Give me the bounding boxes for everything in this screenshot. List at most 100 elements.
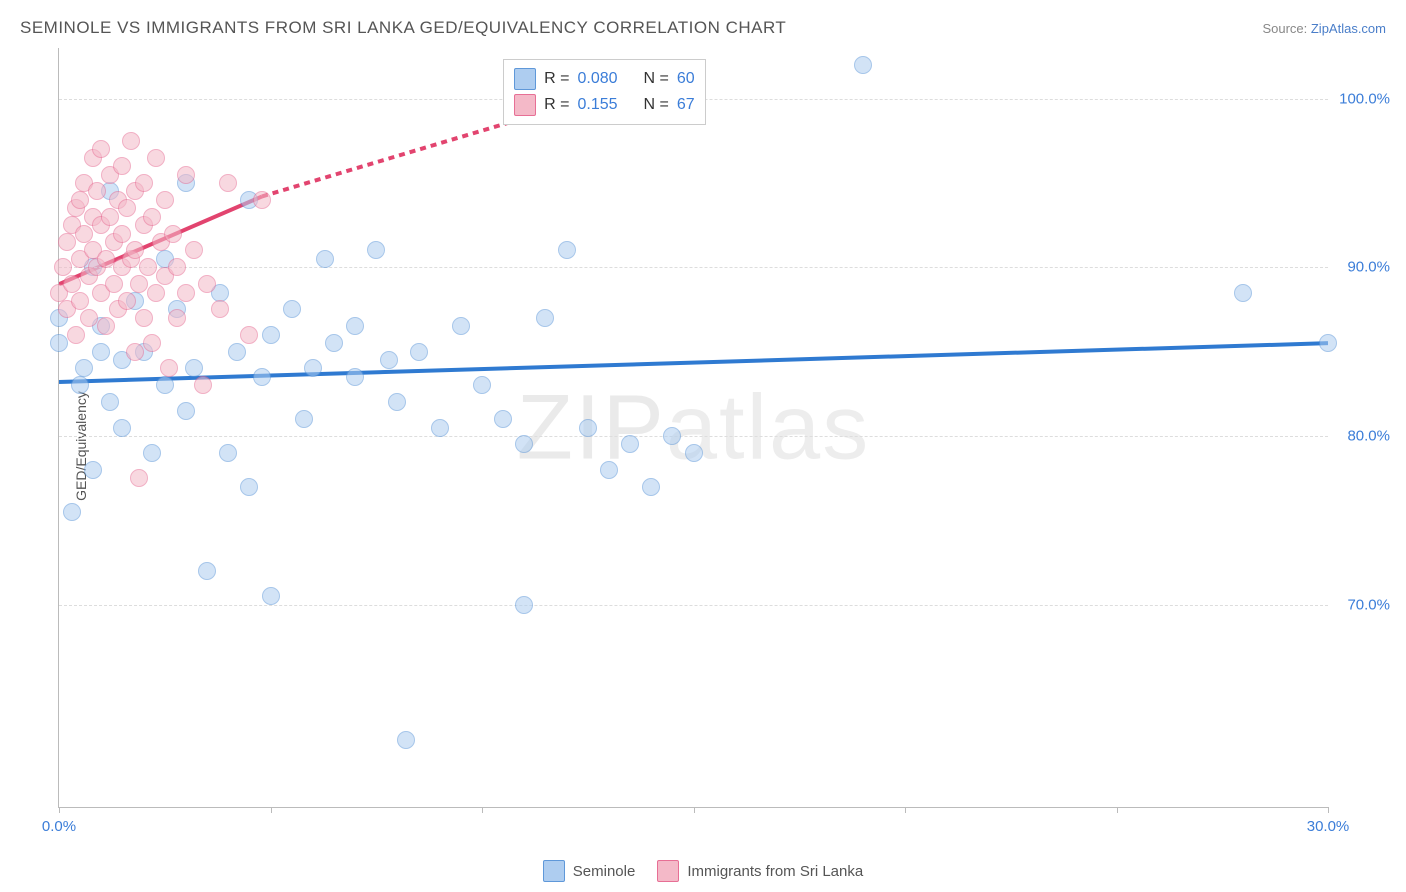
data-point bbox=[304, 359, 322, 377]
data-point bbox=[92, 140, 110, 158]
data-point bbox=[642, 478, 660, 496]
data-point bbox=[75, 359, 93, 377]
gridline-h bbox=[59, 267, 1328, 268]
data-point bbox=[118, 292, 136, 310]
data-point bbox=[198, 562, 216, 580]
legend-swatch bbox=[543, 860, 565, 882]
data-point bbox=[295, 410, 313, 428]
y-tick-label: 100.0% bbox=[1339, 90, 1390, 107]
data-point bbox=[156, 191, 174, 209]
data-point bbox=[130, 275, 148, 293]
data-point bbox=[101, 393, 119, 411]
legend-label: Immigrants from Sri Lanka bbox=[687, 863, 863, 880]
chart-wrap: GED/Equivalency ZIPatlas 70.0%80.0%90.0%… bbox=[18, 48, 1396, 844]
stat-n-value: 67 bbox=[677, 92, 695, 118]
x-tick-mark bbox=[59, 807, 60, 813]
data-point bbox=[579, 419, 597, 437]
data-point bbox=[135, 309, 153, 327]
data-point bbox=[156, 376, 174, 394]
stats-row: R = 0.080N = 60 bbox=[514, 66, 695, 92]
data-point bbox=[113, 225, 131, 243]
data-point bbox=[118, 199, 136, 217]
stat-r-label: R = bbox=[544, 92, 569, 118]
data-point bbox=[168, 258, 186, 276]
data-point bbox=[177, 402, 195, 420]
data-point bbox=[219, 444, 237, 462]
legend-label: Seminole bbox=[573, 863, 636, 880]
y-tick-label: 90.0% bbox=[1347, 259, 1390, 276]
data-point bbox=[80, 309, 98, 327]
data-point bbox=[1234, 284, 1252, 302]
data-point bbox=[135, 174, 153, 192]
source-link[interactable]: ZipAtlas.com bbox=[1311, 21, 1386, 36]
data-point bbox=[346, 368, 364, 386]
data-point bbox=[194, 376, 212, 394]
data-point bbox=[600, 461, 618, 479]
data-point bbox=[854, 56, 872, 74]
data-point bbox=[63, 275, 81, 293]
y-tick-label: 70.0% bbox=[1347, 596, 1390, 613]
data-point bbox=[262, 587, 280, 605]
data-point bbox=[122, 132, 140, 150]
stat-n-label: N = bbox=[644, 66, 669, 92]
data-point bbox=[113, 157, 131, 175]
data-point bbox=[253, 191, 271, 209]
data-point bbox=[685, 444, 703, 462]
data-point bbox=[452, 317, 470, 335]
data-point bbox=[101, 208, 119, 226]
x-tick-mark bbox=[482, 807, 483, 813]
data-point bbox=[262, 326, 280, 344]
legend-item: Seminole bbox=[543, 860, 636, 882]
data-point bbox=[113, 419, 131, 437]
data-point bbox=[63, 503, 81, 521]
x-tick-mark bbox=[1328, 807, 1329, 813]
data-point bbox=[177, 166, 195, 184]
data-point bbox=[71, 376, 89, 394]
trend-line bbox=[59, 343, 1328, 382]
data-point bbox=[253, 368, 271, 386]
data-point bbox=[219, 174, 237, 192]
stat-r-value: 0.080 bbox=[577, 66, 617, 92]
data-point bbox=[211, 300, 229, 318]
data-point bbox=[316, 250, 334, 268]
data-point bbox=[54, 258, 72, 276]
data-point bbox=[367, 241, 385, 259]
data-point bbox=[139, 258, 157, 276]
stats-box: R = 0.080N = 60R = 0.155N = 67 bbox=[503, 59, 706, 125]
plot-area: ZIPatlas 70.0%80.0%90.0%100.0%0.0%30.0%R… bbox=[58, 48, 1328, 808]
x-tick-mark bbox=[271, 807, 272, 813]
watermark: ZIPatlas bbox=[517, 375, 870, 480]
x-tick-label: 30.0% bbox=[1307, 818, 1350, 835]
data-point bbox=[88, 182, 106, 200]
data-point bbox=[168, 309, 186, 327]
data-point bbox=[346, 317, 364, 335]
data-point bbox=[494, 410, 512, 428]
data-point bbox=[67, 326, 85, 344]
data-point bbox=[126, 241, 144, 259]
data-point bbox=[143, 444, 161, 462]
x-tick-mark bbox=[1117, 807, 1118, 813]
data-point bbox=[473, 376, 491, 394]
data-point bbox=[97, 317, 115, 335]
legend-swatch bbox=[514, 68, 536, 90]
data-point bbox=[160, 359, 178, 377]
data-point bbox=[536, 309, 554, 327]
chart-header: SEMINOLE VS IMMIGRANTS FROM SRI LANKA GE… bbox=[0, 0, 1406, 42]
data-point bbox=[164, 225, 182, 243]
data-point bbox=[50, 334, 68, 352]
data-point bbox=[380, 351, 398, 369]
data-point bbox=[84, 461, 102, 479]
data-point bbox=[92, 343, 110, 361]
data-point bbox=[177, 284, 195, 302]
data-point bbox=[185, 241, 203, 259]
data-point bbox=[147, 284, 165, 302]
legend-item: Immigrants from Sri Lanka bbox=[657, 860, 863, 882]
data-point bbox=[431, 419, 449, 437]
data-point bbox=[325, 334, 343, 352]
source-prefix: Source: bbox=[1262, 21, 1310, 36]
data-point bbox=[126, 343, 144, 361]
data-point bbox=[240, 326, 258, 344]
stat-n-label: N = bbox=[644, 92, 669, 118]
data-point bbox=[410, 343, 428, 361]
data-point bbox=[240, 478, 258, 496]
